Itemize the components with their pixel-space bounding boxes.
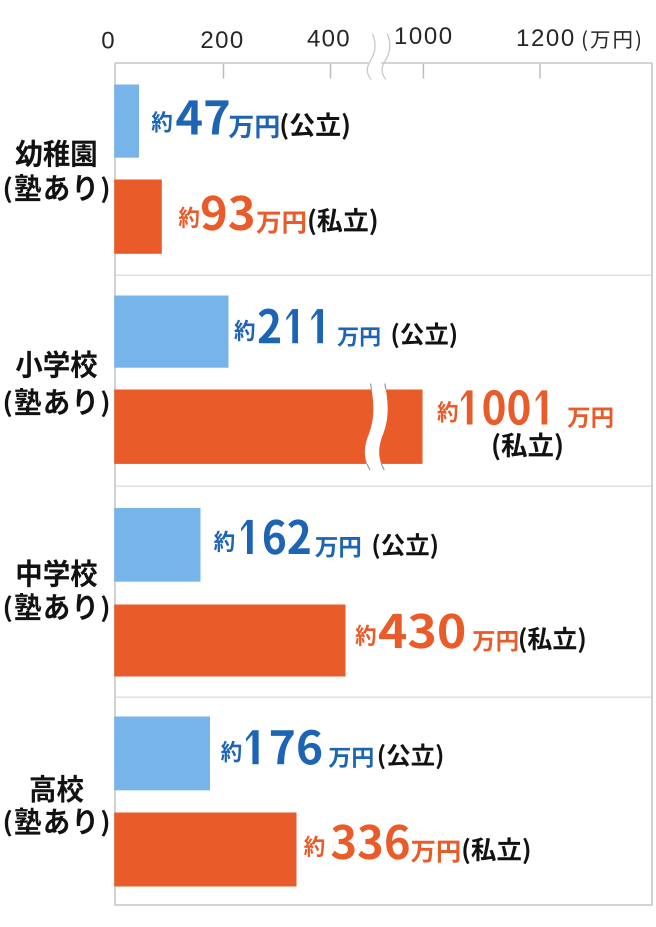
svg-text:400: 400 [307,26,350,53]
svg-text:0: 0 [101,28,114,55]
svg-text:1200: 1200 [516,25,574,52]
svg-text:1000: 1000 [394,23,452,50]
svg-text:200: 200 [200,27,243,54]
